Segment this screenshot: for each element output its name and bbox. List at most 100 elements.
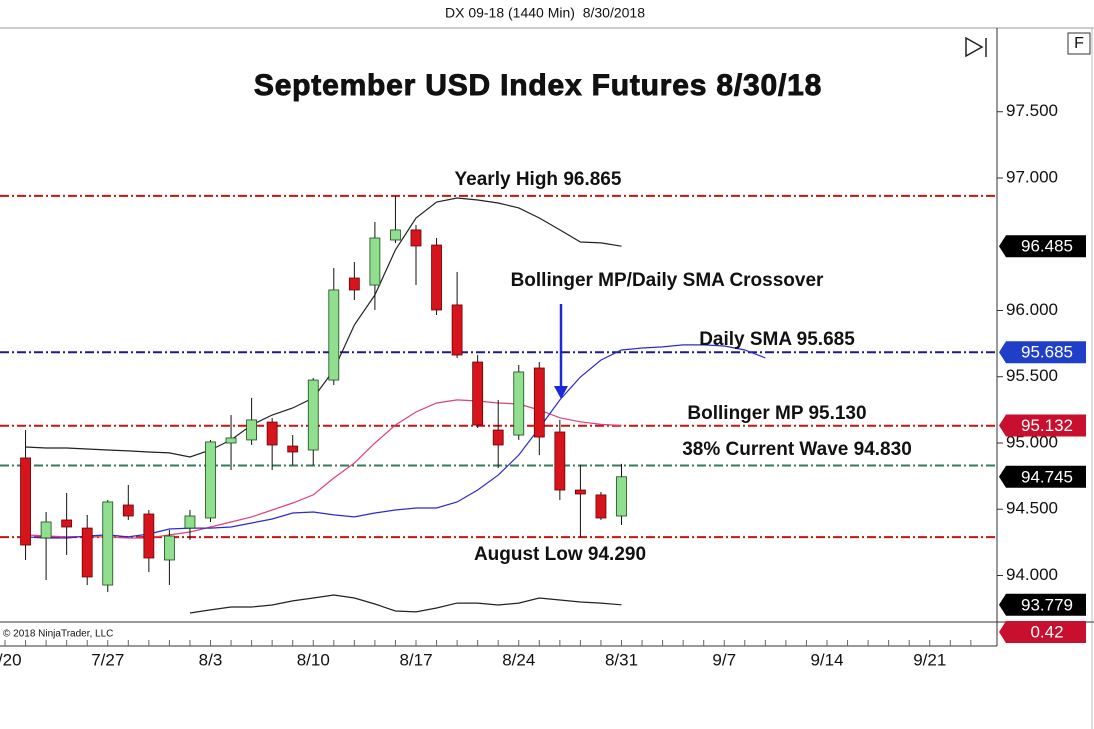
x-tick-label: 7/27	[91, 650, 124, 669]
candle-body	[451, 304, 463, 356]
candle	[492, 399, 504, 469]
x-tick-label: 9/7	[712, 650, 736, 669]
annotation: Daily SMA 95.685	[699, 329, 855, 350]
candle-body	[266, 421, 278, 446]
indicator-marker-label: 0.42	[1030, 622, 1063, 641]
candle-body	[143, 513, 155, 559]
candle	[122, 484, 134, 520]
candle	[225, 415, 237, 471]
price-marker-label: 94.745	[1021, 467, 1073, 486]
annotation: Bollinger MP 95.130	[687, 403, 866, 424]
candle-body	[595, 494, 607, 519]
candle	[143, 510, 155, 573]
candle-body	[616, 476, 627, 517]
window-header: DX 09-18 (1440 Min) 8/30/2018	[445, 5, 645, 21]
candle-body	[81, 527, 93, 578]
candle	[533, 362, 545, 456]
candle-body	[472, 361, 484, 426]
price-marker-label: 95.132	[1021, 416, 1073, 435]
candle-body	[575, 489, 586, 495]
corner-button[interactable]	[1067, 32, 1091, 55]
candle	[575, 464, 586, 538]
y-tick-label: 97.000	[1006, 167, 1058, 186]
x-tick-label: 7/20	[0, 650, 22, 669]
indicator-line	[189, 594, 622, 614]
candle	[61, 492, 73, 555]
corner-button-label[interactable]: F	[1074, 35, 1084, 52]
candle	[81, 514, 93, 586]
annotation: 38% Current Wave 94.830	[682, 439, 912, 460]
candle-body	[205, 441, 216, 519]
candle-body	[492, 429, 504, 446]
chart-title: September USD Index Futures 8/30/18	[254, 69, 822, 102]
arrow-head	[554, 386, 568, 399]
candle	[554, 419, 566, 500]
candle-body	[431, 244, 442, 311]
copyright: © 2018 NinjaTrader, LLC	[3, 629, 113, 640]
candle-body	[513, 371, 525, 436]
candle	[410, 225, 422, 286]
price-marker: 93.779	[999, 593, 1086, 616]
candle	[102, 499, 114, 593]
x-tick-label: 8/10	[297, 650, 330, 669]
candle	[369, 221, 381, 310]
candle	[246, 397, 258, 445]
candle	[205, 439, 216, 522]
price-marker: 95.132	[999, 414, 1086, 437]
x-tick-label: 8/31	[605, 650, 638, 669]
y-tick-label: 94.500	[1006, 499, 1058, 518]
candle-body	[102, 501, 114, 586]
candle-body	[533, 367, 545, 438]
scroll-end-button[interactable]	[965, 36, 987, 58]
indicator-marker: 0.42	[999, 621, 1086, 643]
candle-body	[554, 431, 566, 491]
candle-body	[225, 437, 237, 444]
candle	[616, 463, 627, 526]
candle-body	[20, 457, 31, 546]
candle-body	[348, 277, 360, 291]
candle-body	[122, 504, 134, 517]
candle	[595, 492, 607, 520]
candle-body	[163, 535, 175, 561]
price-marker-box	[999, 414, 1086, 437]
candle	[184, 510, 196, 540]
price-marker-box	[999, 235, 1086, 258]
x-tick-label: 8/24	[502, 650, 535, 669]
annotation: August Low 94.290	[474, 544, 646, 565]
y-tick-label: 97.500	[1006, 101, 1058, 120]
candle-body	[410, 229, 422, 247]
candle	[328, 267, 340, 385]
y-tick-label: 96.000	[1006, 300, 1058, 319]
candle-body	[369, 237, 381, 286]
candle-body	[328, 289, 340, 381]
annotation: Yearly High 96.865	[455, 169, 622, 190]
candle-body	[184, 515, 196, 529]
price-marker-label: 93.779	[1021, 595, 1073, 614]
x-tick-label: 9/21	[913, 650, 946, 669]
candle	[451, 271, 463, 358]
candle-body	[246, 419, 258, 441]
candle	[40, 512, 52, 580]
candle-body	[287, 445, 299, 453]
candle-body	[40, 521, 52, 539]
play-icon	[965, 36, 984, 58]
annotation: Bollinger MP/Daily SMA Crossover	[511, 270, 824, 291]
candle	[163, 530, 175, 586]
crossover-arrow	[554, 304, 568, 399]
candle-body	[307, 379, 319, 451]
indicator-marker-box	[999, 621, 1086, 643]
candle	[513, 364, 525, 440]
candle	[287, 435, 299, 465]
y-tick-label: 95.000	[1006, 432, 1058, 451]
y-tick-label: 94.000	[1006, 565, 1058, 584]
candle-body	[390, 229, 401, 241]
indicator-line	[25, 197, 622, 458]
y-tick-label: 95.500	[1006, 366, 1058, 385]
price-marker-label: 95.685	[1021, 343, 1073, 362]
price-marker: 95.685	[999, 341, 1086, 364]
x-tick-label: 8/3	[199, 650, 223, 669]
price-marker-box	[999, 341, 1086, 364]
price-marker-box	[999, 593, 1086, 616]
